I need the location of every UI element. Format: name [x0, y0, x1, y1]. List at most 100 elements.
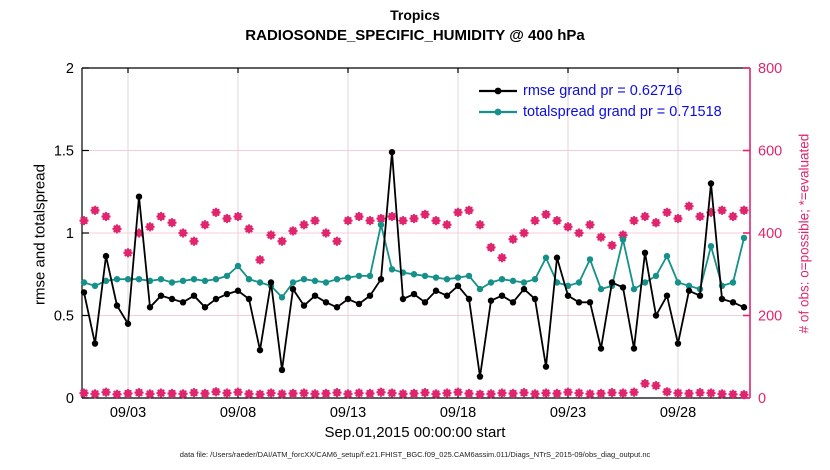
obs-count-marker — [640, 378, 650, 389]
obs-count-marker — [277, 389, 287, 399]
obs-count-marker — [354, 211, 364, 222]
obs-count-marker — [79, 388, 89, 398]
y-tick-label-left: 2 — [66, 61, 74, 77]
obs-count-marker — [497, 253, 507, 263]
obs-count-marker — [695, 211, 705, 222]
legend-line-rmse-icon — [479, 87, 517, 95]
obs-count-marker — [145, 222, 155, 232]
obs-count-marker — [486, 389, 496, 399]
obs-count-marker — [508, 234, 518, 244]
legend-label-totalspread: totalspread grand pr = 0.71518 — [523, 104, 722, 120]
obs-count-marker — [541, 209, 551, 220]
obs-count-marker — [376, 387, 386, 397]
obs-count-marker — [530, 216, 540, 226]
obs-count-marker — [387, 211, 397, 222]
obs-count-marker — [618, 388, 628, 398]
obs-count-marker — [211, 207, 221, 217]
obs-count-marker — [255, 389, 265, 399]
obs-count-marker — [145, 389, 155, 399]
x-tick-label: 09/18 — [440, 405, 476, 421]
y-tick-label-left: 1 — [66, 226, 74, 242]
obs-count-marker — [552, 388, 562, 399]
obs-count-marker — [266, 230, 276, 240]
series-n_possible — [79, 201, 749, 265]
obs-count-marker — [189, 388, 199, 398]
obs-count-marker — [222, 388, 232, 398]
obs-count-marker — [651, 381, 661, 391]
obs-count-marker — [673, 388, 683, 398]
obs-count-marker — [321, 388, 331, 399]
obs-count-marker — [365, 216, 375, 226]
obs-count-marker — [90, 205, 100, 215]
obs-count-marker — [475, 220, 485, 230]
obs-count-marker — [255, 255, 265, 265]
obs-count-marker — [728, 211, 738, 222]
obs-count-marker — [200, 220, 210, 230]
obs-count-marker — [222, 213, 232, 224]
obs-count-marker — [673, 213, 683, 224]
legend-item-rmse: rmse grand pr = 0.62716 — [477, 82, 722, 100]
obs-count-marker — [409, 388, 419, 399]
obs-count-marker — [134, 388, 144, 398]
obs-count-marker — [398, 216, 408, 226]
obs-count-marker — [310, 389, 320, 399]
obs-count-marker — [585, 389, 595, 399]
legend: rmse grand pr = 0.62716 totalspread gran… — [477, 82, 722, 121]
x-tick-label: 09/08 — [220, 405, 256, 421]
plot-subtitle: RADIOSONDE_SPECIFIC_HUMIDITY @ 400 hPa — [245, 27, 585, 44]
obs-count-marker — [684, 201, 694, 211]
obs-count-marker — [431, 216, 441, 226]
obs-count-marker — [376, 213, 386, 224]
obs-count-marker — [519, 228, 529, 238]
obs-count-marker — [431, 389, 441, 399]
legend-line-totalspread-icon — [479, 108, 517, 116]
obs-count-marker — [365, 388, 375, 399]
obs-count-marker — [607, 388, 617, 398]
obs-count-marker — [101, 211, 111, 222]
obs-count-marker — [596, 232, 606, 242]
obs-count-marker — [420, 388, 430, 398]
obs-count-marker — [453, 207, 463, 217]
obs-count-marker — [464, 388, 474, 399]
data-file-footnote: data file: /Users/raeder/DAI/ATM_forcXX/… — [179, 450, 651, 459]
obs-count-marker — [343, 389, 353, 399]
obs-count-marker — [497, 388, 507, 398]
y-tick-label-right: 600 — [758, 144, 782, 160]
obs-count-marker — [112, 389, 122, 399]
obs-count-marker — [310, 216, 320, 226]
obs-count-marker — [563, 222, 573, 232]
obs-count-marker — [442, 220, 452, 230]
x-tick-label: 09/03 — [110, 405, 146, 421]
obs-count-marker — [211, 387, 221, 397]
series-n_evaluated — [79, 378, 749, 400]
obs-count-marker — [695, 388, 705, 398]
series-rmse — [80, 148, 748, 380]
obs-count-marker — [662, 387, 672, 397]
obs-count-marker — [453, 387, 463, 397]
obs-count-marker — [739, 205, 749, 215]
obs-count-marker — [299, 388, 309, 398]
obs-count-marker — [464, 205, 474, 215]
obs-count-marker — [629, 387, 639, 397]
y-tick-label-left: 1.5 — [54, 144, 74, 160]
obs-count-marker — [519, 388, 529, 398]
obs-count-marker — [90, 389, 100, 399]
obs-count-marker — [343, 216, 353, 226]
obs-count-marker — [266, 388, 276, 398]
grid — [82, 68, 750, 398]
obs-count-marker — [486, 242, 496, 253]
obs-count-marker — [508, 388, 518, 399]
obs-count-marker — [475, 389, 485, 399]
x-tick-label: 09/13 — [330, 405, 366, 421]
obs-count-marker — [244, 389, 254, 399]
obs-count-marker — [167, 388, 177, 399]
x-tick-label: 09/28 — [660, 405, 696, 421]
obs-count-marker — [244, 224, 254, 234]
obs-count-marker — [409, 213, 419, 224]
y-tick-label-right: 400 — [758, 226, 782, 242]
obs-count-marker — [574, 228, 584, 238]
obs-count-marker — [354, 388, 364, 398]
obs-count-marker — [189, 236, 199, 246]
obs-count-marker — [541, 388, 551, 398]
